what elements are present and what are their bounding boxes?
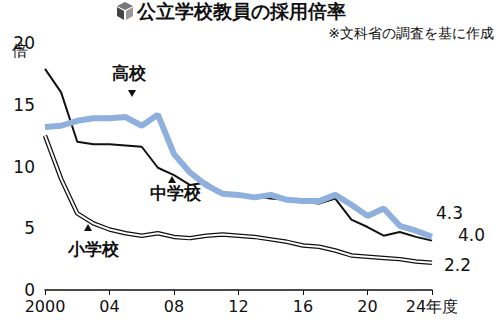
svg-text:※文科省の調査を基に作成: ※文科省の調査を基に作成	[328, 25, 494, 41]
svg-text:5: 5	[24, 218, 35, 238]
svg-text:08: 08	[164, 297, 184, 316]
svg-text:12: 12	[228, 297, 248, 316]
svg-text:20: 20	[13, 33, 35, 53]
svg-text:小学校: 小学校	[67, 239, 120, 259]
svg-text:0: 0	[24, 280, 35, 300]
svg-text:高校: 高校	[112, 63, 147, 83]
svg-text:04: 04	[99, 297, 119, 316]
svg-text:2000: 2000	[25, 297, 66, 316]
svg-text:24年度: 24年度	[406, 297, 458, 316]
svg-text:20: 20	[357, 297, 377, 316]
svg-text:15: 15	[13, 95, 35, 115]
svg-text:4.0: 4.0	[458, 225, 485, 245]
svg-text:4.3: 4.3	[436, 203, 463, 223]
svg-text:16: 16	[293, 297, 313, 316]
svg-text:10: 10	[13, 157, 35, 177]
svg-text:公立学校教員の採用倍率: 公立学校教員の採用倍率	[136, 0, 346, 22]
svg-text:中学校: 中学校	[150, 183, 202, 203]
svg-text:2.2: 2.2	[444, 255, 471, 275]
